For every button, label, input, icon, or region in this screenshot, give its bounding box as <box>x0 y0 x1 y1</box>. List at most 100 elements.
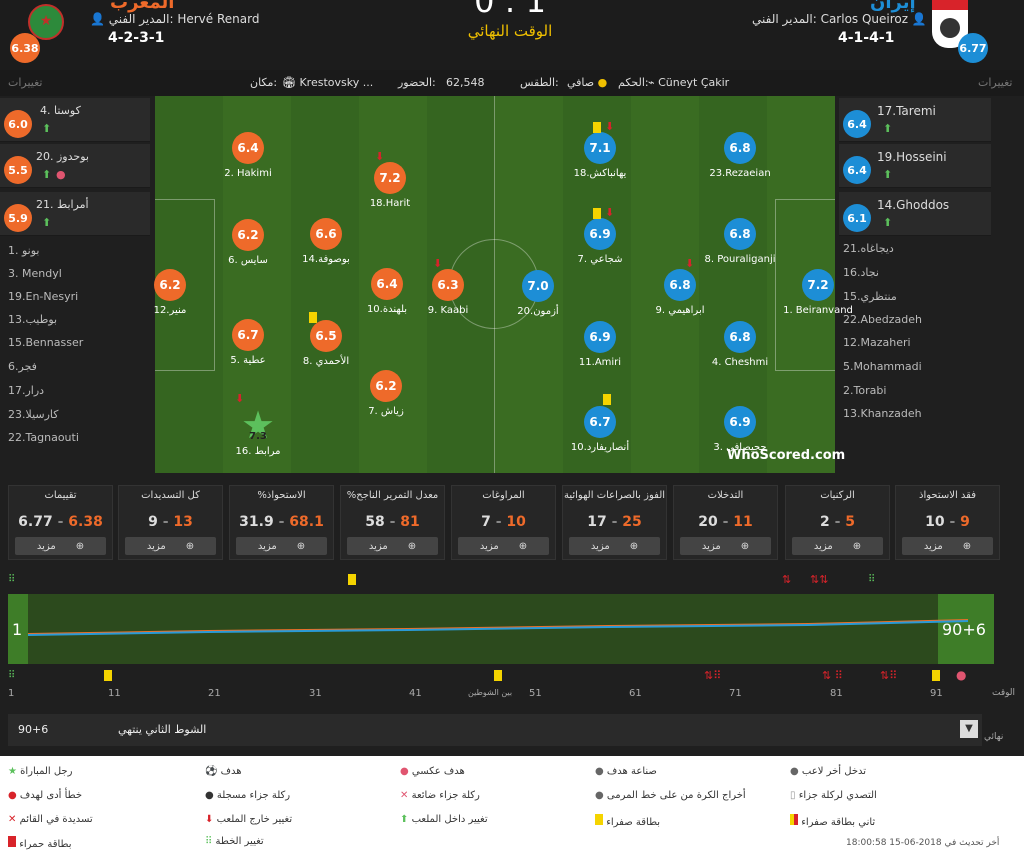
chevron-down-icon[interactable]: ▼ <box>960 720 978 738</box>
bench-player[interactable]: 13.Khanzadeh <box>843 407 922 420</box>
home-player[interactable]: 6.2 12.منير <box>125 269 215 316</box>
away-formation: 4-1-4-1 <box>838 30 895 46</box>
legend-item: ● تدخل أخر لاعب <box>790 766 867 777</box>
away-player[interactable]: 7.2 1. Beiranvand <box>773 269 863 316</box>
more-button[interactable]: مزيد ⊕ <box>792 537 883 555</box>
bench-player[interactable]: 15.Bennasser <box>8 336 84 349</box>
formation-icon: ⠿ <box>8 670 16 681</box>
person-icon: 👤 <box>911 12 927 26</box>
away-player[interactable]: 6.7 10.أنصاريفارد <box>555 394 645 453</box>
home-team-name[interactable]: المغرب <box>110 0 175 13</box>
home-sub-2[interactable]: 5.5 20. بوحدوز ⬆ ● <box>0 144 150 188</box>
bench-player[interactable]: 2.Torabi <box>843 384 887 397</box>
bench-player[interactable]: 6.فجر <box>8 360 37 373</box>
final-label: نهائي <box>984 732 1004 742</box>
second-yellow-icon <box>790 814 798 825</box>
bench-player[interactable]: 23.كارسيلا <box>8 408 59 421</box>
bench-player[interactable]: 19.En-Nesyri <box>8 290 79 303</box>
away-player[interactable]: ⬇ 6.8 9. ابراهيمي <box>655 257 705 316</box>
more-button[interactable]: مزيد ⊕ <box>125 537 216 555</box>
more-button[interactable]: مزيد ⊕ <box>569 537 660 555</box>
home-player[interactable]: 6.7 5. عطية <box>203 319 293 366</box>
yellow-card-icon <box>593 208 601 219</box>
bench-player[interactable]: 16.نجاد <box>843 266 879 279</box>
away-sub-1[interactable]: 6.4 17.Taremi ⬆ <box>839 98 991 142</box>
sub-off-icon: ⇅ <box>782 573 792 586</box>
man-of-the-match[interactable]: ⬇ 7.3 ★ 16. مرابط <box>235 392 281 457</box>
momentum-line <box>27 619 969 636</box>
formation-icon: ⠿ <box>8 574 16 585</box>
yellow-card-icon <box>603 394 611 405</box>
bench-player[interactable]: 22.Abedzadeh <box>843 313 922 326</box>
away-player[interactable]: 6.8 8. Pouraliganji <box>695 218 785 265</box>
away-sub-2[interactable]: 6.4 19.Hosseini ⬆ <box>839 144 991 188</box>
score: 0 : 1 <box>474 0 546 20</box>
home-player[interactable]: 6.4 2. Hakimi <box>203 132 293 179</box>
sub-off-icon: ⬇ <box>605 206 615 219</box>
away-player[interactable]: 6.9 11.Amiri <box>555 321 645 368</box>
stat-box: التدخلات 20 - 11 مزيد ⊕ <box>673 485 778 560</box>
penalty-icon: ● <box>205 790 214 801</box>
sun-icon: ● <box>597 76 608 89</box>
bench-player[interactable]: 22.Tagnaouti <box>8 431 79 444</box>
away-player[interactable]: ⬇ 7.1 18.يهانباكش <box>573 120 627 179</box>
yellow-card-icon <box>348 574 356 585</box>
home-player[interactable]: ⬇ 7.2 18.Harit <box>369 150 411 209</box>
formation-icon: ⠿ <box>868 574 876 585</box>
sub-off-icon: ⇅ ⠿ <box>822 669 843 682</box>
period-bar[interactable]: 90+6 الشوط الثاني ينتهي ▼ <box>8 714 982 746</box>
away-team-name[interactable]: إيران <box>870 0 916 13</box>
timeline-tick: 31 <box>309 688 322 699</box>
more-button[interactable]: مزيد ⊕ <box>680 537 771 555</box>
sub-on-icon: ⬆ <box>42 122 52 135</box>
stat-box: الركنيات 2 - 5 مزيد ⊕ <box>785 485 890 560</box>
last-updated: أخر تحديث في 2018-06-15 18:00:58 <box>846 838 1000 848</box>
bench-player[interactable]: 5.Mohammadi <box>843 360 922 373</box>
home-player[interactable]: 6.6 14.بوصوفة <box>281 218 371 265</box>
away-sub-3[interactable]: 6.1 14.Ghoddos ⬆ <box>839 192 991 236</box>
timeline-tick: 91 <box>930 688 943 699</box>
away-player[interactable]: 6.9 3. حجيصافي <box>695 406 785 453</box>
sub-off-icon: ⇅⇅ <box>810 573 829 586</box>
home-sub-1[interactable]: 6.0 4. كوستا ⬆ <box>0 98 150 142</box>
home-player[interactable]: ⬇ 6.3 9. Kaabi <box>427 257 469 316</box>
timeline-tick: 21 <box>208 688 221 699</box>
away-player[interactable]: 6.8 23.Rezaeian <box>695 132 785 179</box>
more-button[interactable]: مزيد ⊕ <box>347 537 438 555</box>
home-player[interactable]: 6.5 8. الأحمدي <box>281 312 371 367</box>
away-subs-heading: تغييرات <box>978 76 1013 89</box>
plus-icon: ⊕ <box>185 540 195 552</box>
away-player[interactable]: ⬇ 6.9 7. شجاعي <box>577 206 623 265</box>
legend-item: ⬆ تغيير داخل الملعب <box>400 814 488 825</box>
match-timeline[interactable]: 1 90+6 <box>8 594 994 664</box>
away-player[interactable]: 6.8 4. Cheshmi <box>695 321 785 368</box>
star-icon: ★ <box>8 766 17 777</box>
more-button[interactable]: مزيد ⊕ <box>458 537 549 555</box>
ball-icon: ⚽ <box>205 766 218 777</box>
bench-player[interactable]: 21.ديجاغاه <box>843 242 894 255</box>
plus-icon: ⊕ <box>75 540 85 552</box>
bench-player[interactable]: 13.بوطيب <box>8 313 58 326</box>
bench-player[interactable]: 1. بونو <box>8 244 40 257</box>
bench-player[interactable]: 12.Mazaheri <box>843 336 911 349</box>
error-icon: ● <box>8 790 17 801</box>
bench-player[interactable]: 3. Mendyl <box>8 267 62 280</box>
sub-off-icon: ⇅⠿ <box>704 669 722 682</box>
home-manager: 👤 المدير الفني: Hervé Renard <box>90 12 260 26</box>
plus-icon: ⊕ <box>962 540 972 552</box>
more-button[interactable]: مزيد ⊕ <box>902 537 993 555</box>
bench-player[interactable]: 15.منتظري <box>843 290 897 303</box>
more-button[interactable]: مزيد ⊕ <box>15 537 106 555</box>
home-player[interactable]: 6.2 6. سايس <box>203 219 293 266</box>
home-sub-3[interactable]: 5.9 21. أمرابط ⬆ <box>0 192 150 236</box>
timeline-tick: 71 <box>729 688 742 699</box>
stat-values: 20 - 11 <box>698 514 753 530</box>
home-player[interactable]: 6.4 10.بلهندة <box>342 268 432 315</box>
home-player[interactable]: 6.2 7. زياش <box>341 370 431 417</box>
stat-values: 31.9 - 68.1 <box>239 514 324 530</box>
stat-box: كل التسديدات 9 - 13 مزيد ⊕ <box>118 485 223 560</box>
more-button[interactable]: مزيد ⊕ <box>236 537 327 555</box>
bench-player[interactable]: 17.درار <box>8 384 45 397</box>
away-player[interactable]: 7.0 20.أزمون <box>493 270 583 317</box>
match-status: الوقت النهائي <box>467 22 553 40</box>
